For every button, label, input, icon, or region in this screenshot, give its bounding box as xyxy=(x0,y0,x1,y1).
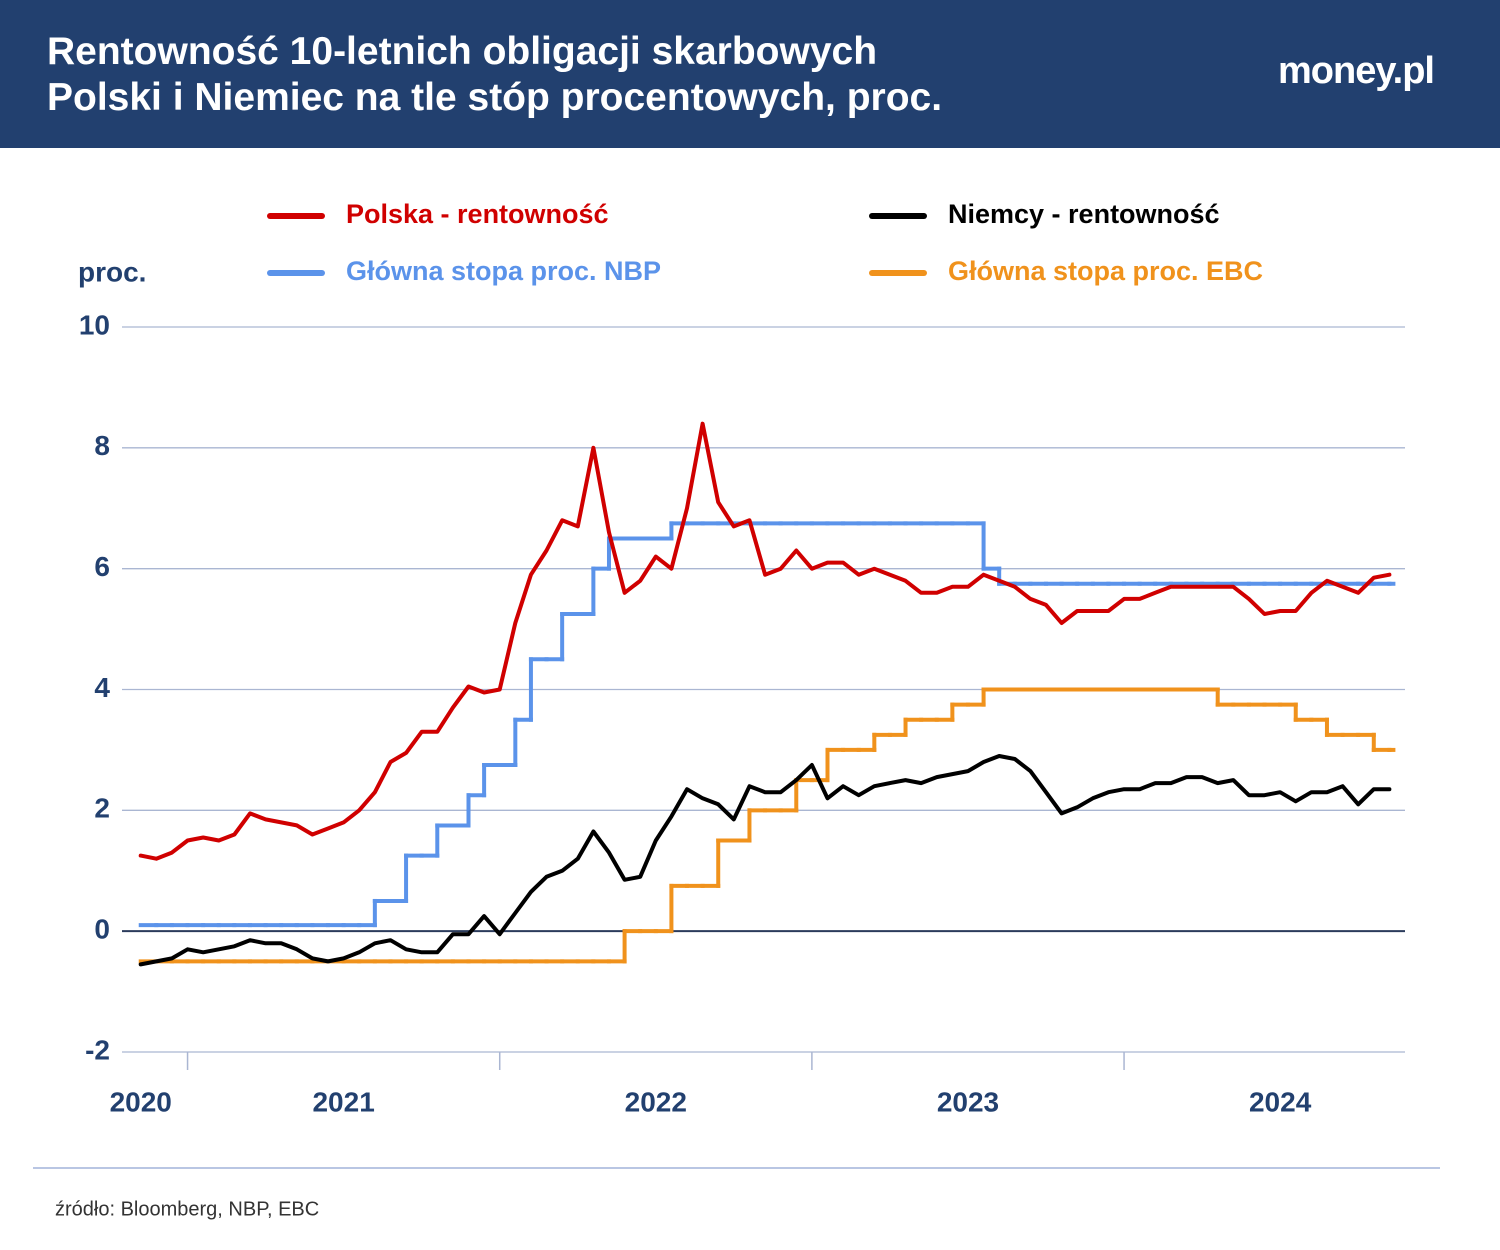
header: Rentowność 10-letnich obligacji skarbowy… xyxy=(0,0,1500,148)
legend-label: Główna stopa proc. NBP xyxy=(346,256,661,286)
source: źródło: Bloomberg, NBP, EBC xyxy=(55,1198,319,1220)
y-tick-label: 10 xyxy=(79,309,110,340)
y-tick-label: 4 xyxy=(94,672,110,703)
y-tick-label: 2 xyxy=(94,793,110,824)
legend-label: Główna stopa proc. EBC xyxy=(948,256,1263,286)
legend-label: Polska - rentowność xyxy=(346,199,609,229)
x-tick-label: 2022 xyxy=(625,1086,687,1117)
x-tick-label: 2021 xyxy=(312,1086,374,1117)
x-tick-label: 2020 xyxy=(110,1086,172,1117)
y-tick-label: 6 xyxy=(94,551,110,582)
title-line: Rentowność 10-letnich obligacji skarbowy… xyxy=(47,30,878,73)
y-tick-label: 0 xyxy=(94,914,110,945)
y-tick-label: 8 xyxy=(94,430,110,461)
legend-label: Niemcy - rentowność xyxy=(948,199,1220,229)
logo: money.pl xyxy=(1278,50,1435,92)
chart-area xyxy=(0,148,1500,1250)
series-line xyxy=(138,421,1392,861)
y-axis-label: proc. xyxy=(78,256,146,287)
x-tick-label: 2023 xyxy=(937,1086,999,1117)
x-tick-label: 2024 xyxy=(1249,1086,1312,1117)
series-line xyxy=(138,754,1392,967)
y-tick-label: -2 xyxy=(85,1034,110,1065)
title-line: Polski i Niemiec na tle stóp procentowyc… xyxy=(47,76,943,119)
